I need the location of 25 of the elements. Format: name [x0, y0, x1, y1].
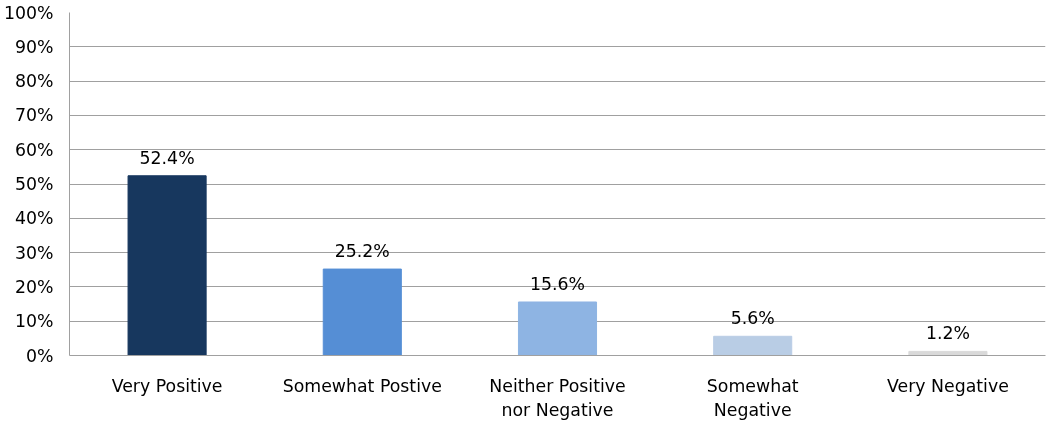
y-tick-label: 80%: [14, 71, 54, 92]
y-tick-label: 100%: [3, 2, 54, 23]
bar: [517, 301, 598, 356]
data-label: 5.6%: [730, 308, 775, 329]
data-label: 15.6%: [529, 273, 586, 294]
y-tick-label: 50%: [14, 174, 54, 194]
bar: [127, 175, 207, 356]
x-tick-label: Somewhat Negative: [706, 375, 799, 420]
x-tick-label: Very Negative: [886, 375, 1009, 396]
x-tick-label: Neither Positive nor Negative: [489, 375, 626, 420]
y-tick-label: 10%: [14, 311, 54, 332]
y-tick-label: 0%: [26, 345, 54, 366]
y-tick-label: 40%: [14, 208, 54, 229]
bar: [322, 268, 402, 356]
y-tick-label: 60%: [14, 139, 54, 160]
data-label: 1.2%: [925, 323, 970, 344]
bar: [713, 335, 793, 356]
x-tick-label: Somewhat Postive: [282, 375, 442, 396]
y-tick-label: 70%: [14, 105, 54, 126]
y-tick-label: 90%: [14, 36, 54, 57]
y-tick-label: 20%: [14, 276, 54, 297]
y-tick-label: 30%: [14, 242, 54, 263]
data-label: 25.2%: [334, 241, 390, 262]
x-tick-label: Very Positive: [111, 375, 223, 396]
data-label: 52.4%: [139, 147, 195, 168]
